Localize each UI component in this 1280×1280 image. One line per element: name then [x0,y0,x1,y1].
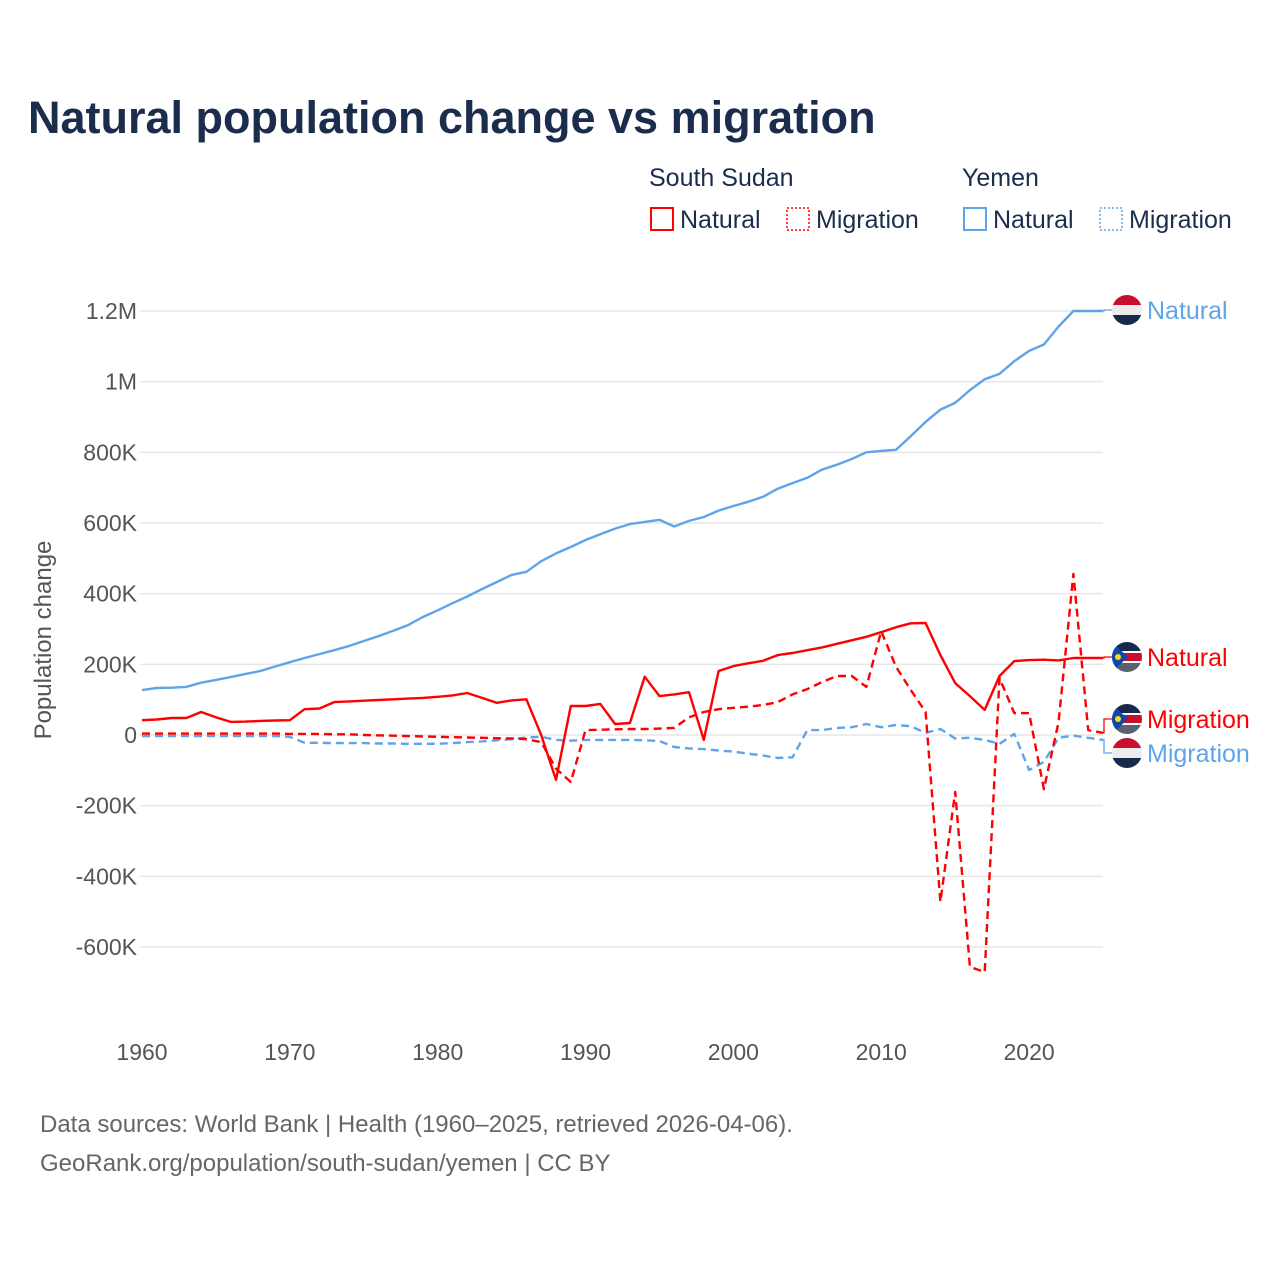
source-line-2[interactable]: GeoRank.org/population/south-sudan/yemen… [40,1150,611,1177]
x-tick-label: 2000 [708,1039,759,1065]
legend-label-yemen-natural[interactable]: Natural [993,206,1074,234]
legend-label-south-sudan-migration[interactable]: Migration [816,206,919,234]
series-south-sudan-migration[interactable] [142,572,1104,974]
legend-swatch-yemen-migration [1099,207,1123,231]
end-label-connector [1103,739,1113,754]
y-tick-label: -400K [76,863,138,889]
y-tick-label: -600K [76,934,138,960]
legend-swatch-yemen-natural [963,207,987,231]
series-yemen-natural[interactable] [141,309,1103,692]
end-labels: Natural Natural Migration Migration [1103,295,1250,768]
end-label-connector [1103,656,1113,659]
legend-group-yemen: Yemen [962,164,1039,192]
y-tick-label: 0 [124,722,137,748]
south-sudan-flag-icon [1112,704,1142,734]
series-south-sudan-natural[interactable] [141,621,1103,782]
legend-label-yemen-migration[interactable]: Migration [1129,206,1232,234]
gridlines [140,310,1103,948]
end-label-south-sudan-migration: Migration [1147,706,1250,734]
x-tick-label: 1980 [412,1039,463,1065]
end-label-yemen-migration: Migration [1147,740,1250,768]
south-sudan-flag-icon [1112,642,1142,672]
legend: South Sudan Natural Migration Yemen Natu… [649,164,1232,234]
x-tick-label: 1990 [560,1039,611,1065]
y-axis-ticks: -600K -400K -200K 0 200K 400K 600K 800K 1M 1.2M [76,298,138,960]
x-tick-label: 2010 [856,1039,907,1065]
legend-group-south-sudan: South Sudan [649,164,794,192]
end-label-connector [1103,309,1113,312]
x-tick-label: 1970 [264,1039,315,1065]
yemen-flag-icon [1112,738,1142,768]
series-yemen-migration[interactable] [142,722,1104,772]
chart-title: Natural population change vs migration [28,92,876,143]
end-label-yemen-natural: Natural [1147,297,1228,325]
y-tick-label: 200K [83,651,137,677]
x-tick-label: 1960 [116,1039,167,1065]
x-tick-label: 2020 [1003,1039,1054,1065]
end-label-connector [1103,718,1113,734]
y-tick-label: 400K [83,581,137,607]
legend-swatch-south-sudan-natural [650,207,674,231]
y-tick-label: 600K [83,510,137,536]
y-tick-label: 1.2M [86,298,137,324]
yemen-flag-icon [1112,295,1142,325]
end-label-south-sudan-natural: Natural [1147,644,1228,672]
legend-label-south-sudan-natural[interactable]: Natural [680,206,761,234]
y-tick-label: -200K [76,793,138,819]
source-line-1: Data sources: World Bank | Health (1960–… [40,1111,793,1138]
series-lines [141,309,1104,974]
y-tick-label: 1M [105,369,137,395]
y-axis-label: Population change [30,541,57,740]
y-tick-label: 800K [83,439,137,465]
legend-swatch-south-sudan-migration [786,207,810,231]
x-axis-ticks: 1960 1970 1980 1990 2000 2010 2020 [116,1039,1054,1065]
